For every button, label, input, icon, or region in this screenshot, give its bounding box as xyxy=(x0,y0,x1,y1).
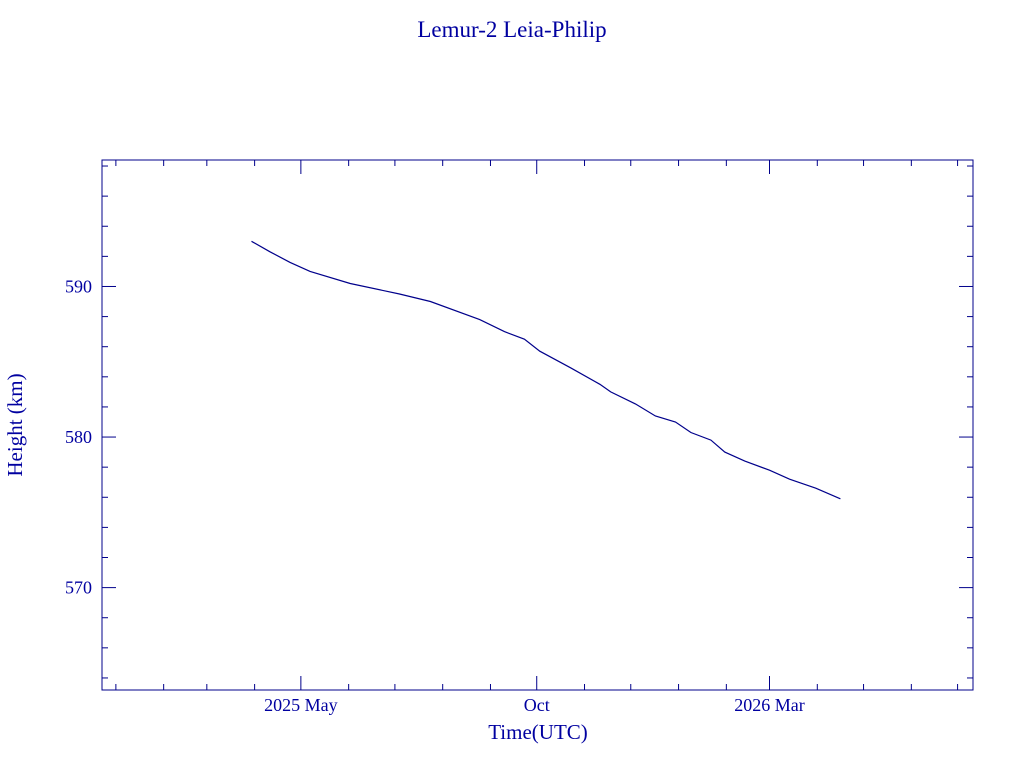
x-tick-label: 2026 Mar xyxy=(734,695,805,715)
x-axis-label: Time(UTC) xyxy=(488,720,588,744)
y-axis xyxy=(102,165,973,679)
x-tick-label: Oct xyxy=(524,695,550,715)
x-tick-labels: 2025 May Oct 2026 Mar xyxy=(264,695,805,715)
plot-frame xyxy=(101,159,974,691)
series-line-height xyxy=(251,240,841,500)
y-axis-label: Height (km) xyxy=(3,373,27,476)
y-tick-labels: 570 580 590 xyxy=(65,276,92,597)
y-tick-label: 590 xyxy=(65,276,92,296)
chart-title: Lemur-2 Leia-Philip xyxy=(417,17,606,42)
x-axis xyxy=(115,160,959,690)
y-tick-label: 580 xyxy=(65,427,92,447)
y-tick-label: 570 xyxy=(65,578,92,598)
x-tick-label: 2025 May xyxy=(264,695,338,715)
